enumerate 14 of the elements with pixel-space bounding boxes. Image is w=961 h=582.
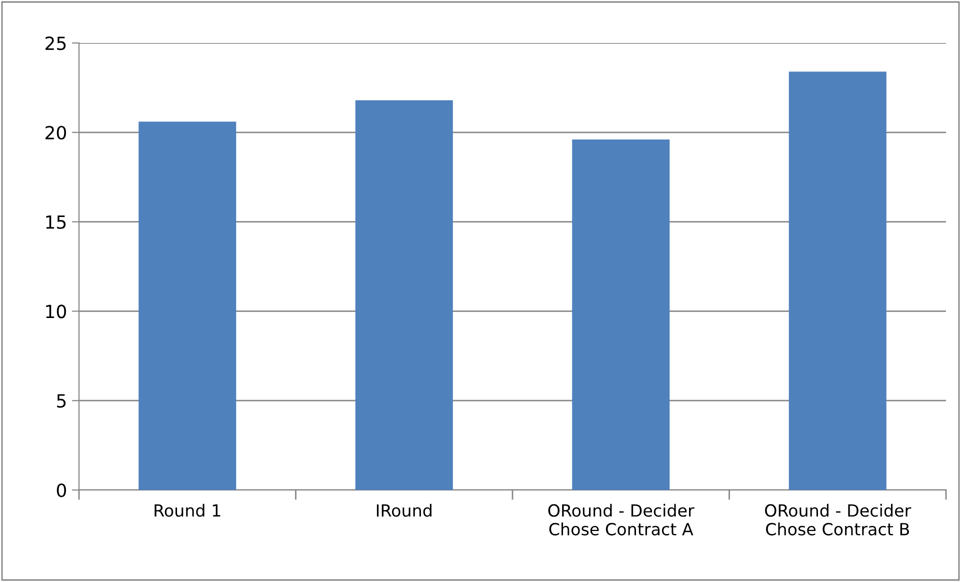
y-tick-label: 20 [46, 126, 66, 140]
y-tick-label: 10 [46, 304, 66, 318]
x-tick-label: IRound [376, 504, 432, 517]
y-tick-label: 25 [46, 36, 66, 50]
bar [572, 140, 670, 490]
x-tick-label: ORound - Decider Chose Contract A [548, 504, 694, 536]
y-tick-label: 5 [57, 394, 66, 408]
bar [355, 100, 453, 490]
bar [788, 72, 886, 490]
bar [138, 122, 236, 490]
x-tick-label: Round 1 [154, 504, 220, 517]
y-tick-label: 0 [56, 483, 66, 498]
x-tick-label: ORound - Decider Chose Contract B [765, 504, 912, 536]
y-tick-label: 15 [46, 215, 66, 229]
